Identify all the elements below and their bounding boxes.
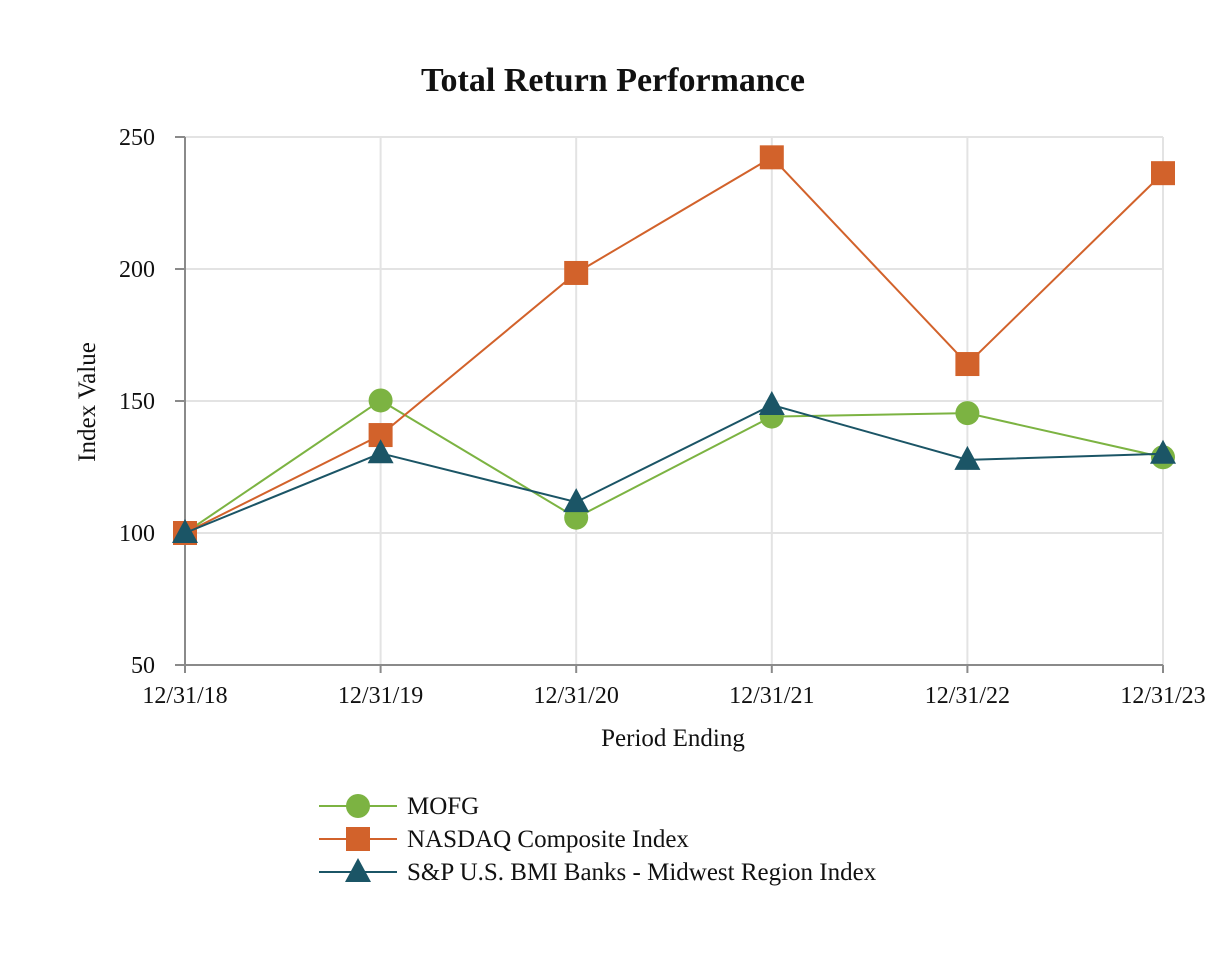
data-point	[759, 145, 784, 170]
data-point	[758, 390, 785, 415]
y-tick-label: 100	[119, 521, 155, 547]
legend: MOFG NASDAQ Composite Index S&P U.S. BMI B…	[319, 793, 877, 886]
data-point	[954, 445, 981, 470]
axes	[175, 136, 1164, 673]
data-point	[1150, 439, 1176, 464]
tick-labels: 50 100 150 200 250 12/31/18 12/31/19 12/31/20 12…	[119, 125, 1206, 709]
legend-marker	[346, 827, 370, 851]
series-line	[184, 156, 1164, 534]
series-triangle	[172, 390, 1176, 543]
y-tick-label: 250	[119, 125, 155, 151]
legend-label: S&P U.S. BMI Banks - Midwest Region Inde…	[407, 859, 877, 886]
series-circle	[173, 388, 1175, 545]
y-tick-label: 200	[119, 257, 155, 283]
y-tick-label: 50	[131, 653, 155, 679]
x-tick-label: 12/31/22	[925, 683, 1010, 709]
legend-marker	[346, 794, 370, 818]
x-tick-label: 12/31/23	[1120, 683, 1205, 709]
x-tick-label: 12/31/19	[338, 683, 423, 709]
x-tick-label: 12/31/20	[534, 683, 619, 709]
x-tick-label: 12/31/18	[142, 683, 227, 709]
data-point	[564, 260, 589, 285]
x-tick-label: 12/31/21	[729, 683, 814, 709]
data-point	[172, 519, 198, 543]
data-point	[1151, 161, 1175, 186]
data-point	[955, 401, 980, 426]
chart-title: Total Return Performance	[421, 62, 805, 99]
series-square	[173, 145, 1175, 545]
data-point	[367, 439, 394, 464]
legend-label: NASDAQ Composite Index	[407, 826, 689, 853]
legend-item: S&P U.S. BMI Banks - Midwest Region Inde…	[319, 858, 877, 886]
y-tick-label: 150	[119, 389, 155, 415]
data-point	[563, 488, 590, 513]
series-line	[184, 403, 1164, 534]
data-point	[368, 388, 393, 413]
legend-item: NASDAQ Composite Index	[319, 826, 689, 853]
x-axis-label: Period Ending	[601, 725, 745, 752]
series-line	[184, 399, 1164, 534]
series-layer	[172, 145, 1176, 545]
y-axis-label: Index Value	[74, 342, 101, 462]
data-point	[955, 352, 980, 377]
legend-label: MOFG	[407, 793, 479, 820]
legend-item: MOFG	[319, 793, 479, 820]
legend-marker	[345, 858, 371, 882]
